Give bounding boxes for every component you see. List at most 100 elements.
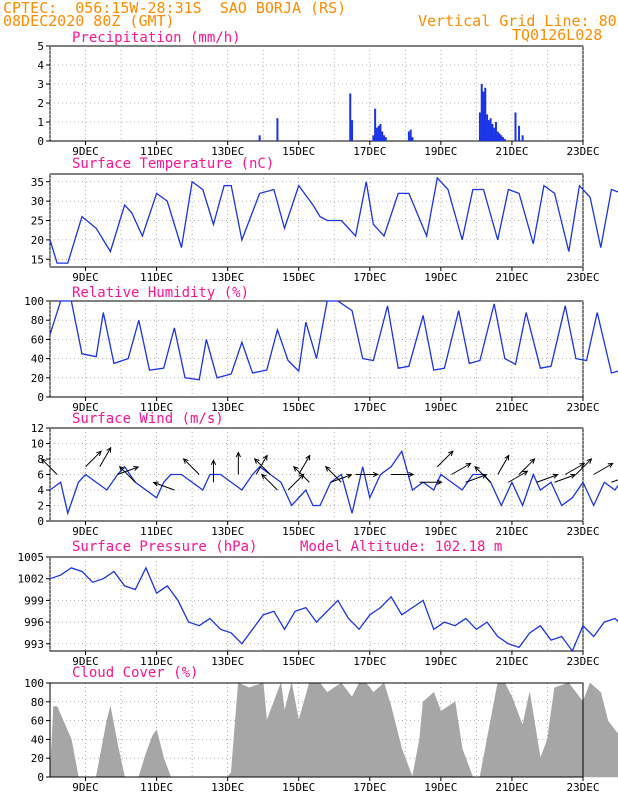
wind-arrow-shaft	[536, 474, 558, 483]
wind-arrow-head	[346, 473, 353, 479]
precip-xtick-label: 11DEC	[140, 145, 173, 158]
wind-arrow-head	[465, 462, 472, 468]
wind-arrow-head	[522, 470, 529, 476]
wind-arrow-shaft	[183, 458, 200, 475]
precip-bar	[383, 135, 386, 141]
precip-bar	[349, 93, 352, 141]
temp-xtick-label: 23DEC	[566, 271, 599, 284]
precip-ytick-label: 3	[37, 78, 44, 91]
wind-arrow-head	[118, 465, 125, 472]
wind-arrow-head	[570, 473, 577, 479]
pressure-title: Surface Pressure (hPa)	[72, 539, 257, 555]
precip-title: Precipitation (mm/h)	[72, 30, 241, 46]
wind-arrow-shaft	[575, 458, 592, 475]
rh-ytick-label: 40	[31, 353, 44, 366]
cloud-ytick-label: 80	[31, 696, 44, 709]
cloud-ytick-label: 60	[31, 715, 44, 728]
precip-bar	[258, 135, 261, 141]
rh-xtick-label: 11DEC	[140, 401, 173, 414]
temp-xtick-label: 15DEC	[282, 271, 315, 284]
cloud-xtick-label: 17DEC	[353, 781, 386, 794]
wind-arrow-head	[579, 462, 586, 468]
rh-ytick-label: 60	[31, 333, 44, 346]
precip-bar	[377, 125, 380, 141]
wind-arrow-shaft	[508, 470, 528, 483]
wind-arrow-shaft	[293, 466, 310, 483]
pressure-series-line	[49, 566, 618, 653]
precip-bar	[521, 135, 524, 141]
rh-xtick-label: 23DEC	[566, 401, 599, 414]
wind-arrow-shaft	[451, 463, 471, 475]
temp-xtick-label: 11DEC	[140, 271, 173, 284]
precip-xtick-label: 17DEC	[353, 145, 386, 158]
precip-xtick-label: 21DEC	[495, 145, 528, 158]
wind-arrow-shaft	[474, 466, 491, 483]
pressure-ytick-label: 996	[24, 616, 44, 629]
wind-arrow-shaft	[254, 458, 271, 475]
wind-arrow-head	[106, 446, 112, 453]
wind-arrow-shaft	[611, 479, 618, 483]
wind-arrow-head	[298, 473, 305, 480]
cloud-xtick-label: 13DEC	[211, 781, 244, 794]
wind-arrow-head	[529, 458, 536, 464]
pressure-xtick-label: 17DEC	[353, 655, 386, 668]
cloud-frame-top	[49, 682, 584, 778]
precip-xtick-label: 19DEC	[424, 145, 457, 158]
wind-arrow-shaft	[99, 447, 112, 468]
pressure-xtick-label: 13DEC	[211, 655, 244, 668]
wind-ytick-label: 12	[31, 422, 44, 435]
temp-ytick-label: 20	[31, 234, 44, 247]
precip-xtick-label: 13DEC	[211, 145, 244, 158]
wind-arrow-head	[235, 451, 241, 458]
wind-xtick-label: 13DEC	[211, 525, 244, 538]
precip-bar	[478, 112, 481, 141]
wind-arrow-shaft	[287, 474, 304, 491]
wind-arrow-head	[447, 450, 454, 457]
temp-xtick-label: 21DEC	[495, 271, 528, 284]
precip-bar	[502, 137, 505, 141]
wind-arrow-head	[586, 458, 593, 464]
precip-bar	[494, 122, 497, 141]
cloud-ytick-label: 20	[31, 752, 44, 765]
rh-ytick-label: 80	[31, 314, 44, 327]
precip-bar	[498, 133, 501, 141]
wind-arrow-head	[293, 465, 299, 472]
precip-bar	[381, 131, 384, 141]
wind-arrow-shaft	[298, 455, 311, 475]
precip-bar	[374, 108, 377, 141]
precip-bar	[491, 123, 494, 141]
wind-arrow-shaft	[255, 455, 268, 475]
precip-bar	[379, 123, 382, 141]
precip-bar	[518, 125, 521, 141]
precip-ytick-label: 0	[37, 135, 44, 148]
precip-bar	[411, 137, 414, 141]
precip-xtick-label: 9DEC	[72, 145, 99, 158]
wind-ytick-label: 10	[31, 438, 44, 451]
wind-arrow-shaft	[85, 450, 102, 468]
wind-xtick-label: 23DEC	[566, 525, 599, 538]
wind-arrow-head	[474, 465, 480, 472]
wind-arrow-shaft	[325, 466, 342, 483]
precip-xtick-label: 15DEC	[282, 145, 315, 158]
wind-arrow-shaft	[465, 474, 487, 483]
header-date: 08DEC2020 80Z (GMT)	[3, 12, 175, 30]
wind-arrow-head	[372, 471, 379, 478]
temp-ytick-label: 30	[31, 195, 44, 208]
pressure-xtick-label: 9DEC	[72, 655, 99, 668]
precip-bar	[487, 120, 490, 141]
precip-bar	[482, 91, 485, 141]
wind-xtick-label: 19DEC	[424, 525, 457, 538]
pressure-ytick-label: 1002	[18, 573, 45, 586]
pressure-ytick-label: 1005	[18, 551, 45, 564]
cloud-xtick-label: 15DEC	[282, 781, 315, 794]
wind-arrow-head	[133, 465, 140, 471]
temp-xtick-label: 19DEC	[424, 271, 457, 284]
precip-bar	[384, 137, 387, 141]
temp-frame	[49, 173, 584, 268]
pressure-xtick-label: 15DEC	[282, 655, 315, 668]
wind-arrow-shaft	[330, 474, 352, 483]
precip-bar	[480, 84, 483, 141]
precip-ytick-label: 2	[37, 97, 44, 110]
